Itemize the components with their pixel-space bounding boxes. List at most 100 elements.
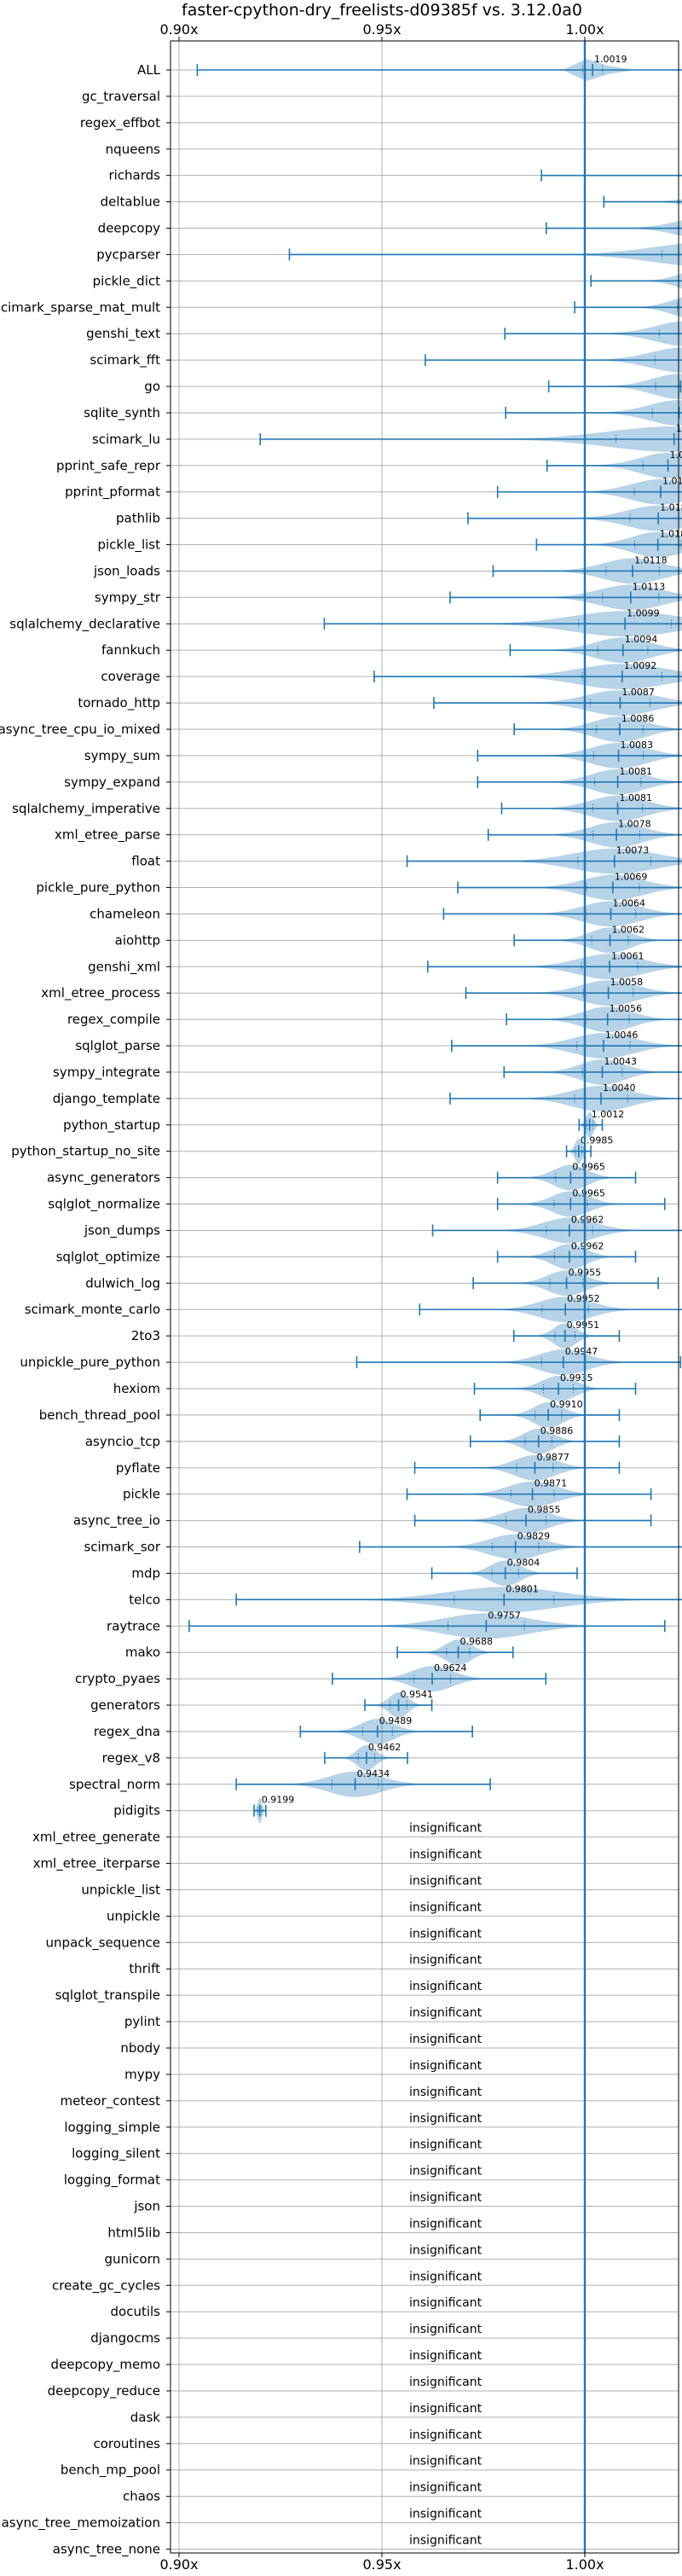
value-label: 1.0019 (594, 54, 627, 65)
benchmark-label: sqlalchemy_imperative (12, 801, 160, 817)
benchmark-label: gunicorn (104, 2251, 160, 2266)
value-label: 1.0064 (612, 897, 645, 908)
value-label: 0.9434 (357, 1768, 390, 1779)
benchmark-label: pyflate (116, 1460, 160, 1476)
benchmark-label: docutils (111, 2304, 161, 2319)
insignificant-label: insignificant (409, 2402, 483, 2416)
value-label: 0.9947 (565, 1346, 598, 1357)
benchmark-label: regex_dna (94, 1724, 160, 1740)
benchmark-label: genshi_text (86, 326, 160, 342)
value-label: 0.9952 (567, 1293, 600, 1304)
insignificant-label: insignificant (409, 2217, 483, 2231)
value-label: 1.0180 (660, 529, 682, 540)
benchmark-label: unpack_sequence (46, 1935, 160, 1951)
insignificant-label: insignificant (409, 2270, 483, 2283)
insignificant-label: insignificant (409, 1927, 483, 1941)
benchmark-label: sympy_sum (84, 748, 160, 764)
benchmark-label: generators (90, 1697, 160, 1713)
chart-title: faster-cpython-dry_freelists-d09385f vs.… (182, 1, 582, 20)
x-tick-label-top: 0.90x (159, 21, 198, 38)
value-label: 0.9951 (567, 1320, 600, 1331)
benchmark-label: async_tree_cpu_io_mixed (0, 722, 160, 738)
x-tick-label-bottom: 0.95x (362, 2556, 401, 2573)
insignificant-label: insignificant (409, 2191, 483, 2205)
benchmark-label: async_tree_memoization (2, 2515, 160, 2532)
benchmark-label: bench_mp_pool (61, 2463, 160, 2479)
insignificant-label: insignificant (409, 2481, 483, 2495)
value-label: 0.9871 (535, 1478, 568, 1489)
plot-frame (170, 40, 679, 2554)
value-label: 1.0086 (621, 713, 655, 724)
benchmark-label: deltablue (101, 194, 160, 210)
benchmark-label: thrift (129, 1961, 160, 1976)
benchmark-label: regex_v8 (102, 1750, 160, 1767)
value-label: 0.9962 (571, 1214, 604, 1225)
plot-area: 0.90x0.90x0.95x0.95x1.00x1.00x1.05x1.05x… (0, 21, 682, 2573)
benchmark-label: crypto_pyaes (75, 1671, 160, 1687)
benchmark-label: sqlglot_parse (75, 1038, 160, 1054)
benchmark-label: xml_etree_parse (55, 827, 160, 844)
benchmark-label: richards (108, 168, 160, 183)
value-label: 1.0099 (627, 607, 660, 618)
insignificant-label: insignificant (409, 2086, 483, 2099)
insignificant-label: insignificant (409, 2243, 483, 2257)
insignificant-label: insignificant (409, 2112, 483, 2126)
value-label: 1.0078 (618, 819, 651, 830)
insignificant-label: insignificant (409, 2533, 483, 2547)
benchmark-label: ALL (137, 62, 161, 78)
benchmark-label: djangocms (90, 2330, 160, 2346)
benchmark-label: bench_thread_pool (39, 1407, 160, 1424)
benchmark-label: json (133, 2199, 160, 2214)
value-label: 1.0069 (615, 872, 648, 883)
benchmark-label: meteor_contest (60, 2093, 160, 2109)
benchmark-label: django_template (53, 1091, 160, 1107)
insignificant-label: insignificant (409, 2296, 483, 2310)
benchmark-label: create_gc_cycles (52, 2277, 160, 2294)
benchmark-label: python_startup_no_site (11, 1144, 160, 1160)
benchmark-label: pprint_safe_repr (56, 458, 161, 474)
value-label: 1.0012 (592, 1109, 625, 1120)
benchmark-label: 2to3 (131, 1328, 160, 1343)
benchmark-label: spectral_norm (69, 1777, 160, 1793)
benchmark-label: deepcopy (98, 221, 160, 236)
benchmark-label: logging_format (64, 2173, 160, 2189)
value-label: 1.0073 (616, 845, 650, 856)
insignificant-label: insignificant (409, 2138, 483, 2152)
x-tick-label-top: 1.00x (565, 21, 604, 38)
benchmark-label: xml_etree_iterparse (33, 1856, 160, 1872)
value-label: 1.0083 (621, 740, 654, 751)
benchmark-label: deepcopy_reduce (48, 2383, 160, 2399)
value-label: 1.0056 (610, 1003, 643, 1014)
benchmark-label: genshi_xml (88, 959, 160, 975)
benchmark-label: sqlglot_transpile (55, 1987, 160, 2004)
benchmark-label: sqlite_synth (84, 405, 160, 421)
benchmark-label: regex_compile (67, 1012, 160, 1028)
benchmark-label: raytrace (107, 1618, 160, 1633)
insignificant-label: insignificant (409, 1953, 483, 1967)
benchmark-label: dulwich_log (85, 1275, 160, 1291)
value-label: 1.0205 (670, 450, 682, 461)
benchmark-label: pylint (124, 2014, 160, 2029)
benchmark-label: pickle_dict (93, 273, 160, 289)
benchmark-label: mdp (131, 1565, 160, 1581)
value-label: 1.0094 (625, 634, 658, 645)
benchmark-label: gc_traversal (82, 89, 160, 105)
benchmark-label: xml_etree_generate (32, 1830, 160, 1846)
value-label: 1.0181 (660, 502, 682, 513)
benchmark-label: coverage (101, 669, 160, 684)
benchmark-label: async_generators (47, 1170, 160, 1186)
value-label: 1.0040 (603, 1082, 636, 1094)
benchmark-label: pickle (123, 1487, 160, 1502)
benchmark-label: sympy_str (95, 589, 161, 606)
benchmark-label: chameleon (90, 906, 160, 921)
value-label: 0.9462 (368, 1742, 402, 1753)
value-label: 0.9688 (459, 1636, 493, 1647)
benchmark-label: scimark_lu (92, 432, 160, 448)
benchmark-label: scimark_monte_carlo (25, 1302, 160, 1318)
value-label: 1.0118 (634, 554, 668, 566)
value-label: 0.9985 (581, 1135, 614, 1146)
benchmark-label: async_tree_none (53, 2541, 160, 2557)
benchmark-label: dask (130, 2410, 161, 2425)
benchmark-label: html5lib (107, 2225, 160, 2240)
